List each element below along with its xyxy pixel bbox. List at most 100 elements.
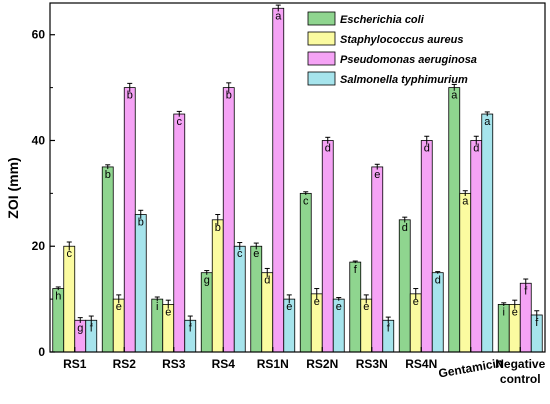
- bar-rs4-series-4: [233, 245, 246, 353]
- bar-gentamicin-series-2: [459, 192, 472, 353]
- error-bar: [237, 242, 243, 250]
- significance-letter: e: [512, 306, 518, 318]
- x-category-label: RS4N: [405, 357, 437, 371]
- significance-letter: b: [105, 169, 111, 181]
- significance-letter: e: [253, 248, 259, 260]
- legend-label: Salmonella typhimurium: [340, 74, 468, 86]
- bar-rs4-series-2: [211, 219, 224, 353]
- x-category-label: RS2: [113, 357, 137, 371]
- bar-rs1n-series-1: [250, 245, 263, 353]
- significance-letter: e: [286, 301, 292, 313]
- significance-letter: e: [336, 301, 342, 313]
- significance-letter: h: [55, 291, 61, 303]
- bar-rs1-series-2: [63, 245, 76, 353]
- significance-letter: d: [402, 222, 408, 234]
- error-bar: [154, 296, 160, 302]
- y-tick-label: 20: [32, 239, 46, 253]
- error-bar: [77, 317, 83, 323]
- error-bar: [374, 163, 380, 170]
- error-bar: [435, 271, 441, 274]
- error-bar: [226, 82, 232, 93]
- significance-letter: e: [314, 296, 320, 308]
- significance-letter: f: [524, 285, 528, 297]
- significance-letter: f: [535, 317, 539, 329]
- error-bar: [523, 278, 529, 288]
- bar-rs1n-series-3: [272, 7, 285, 353]
- legend-label: Pseudomonas aeruginosa: [340, 54, 477, 66]
- significance-letter: d: [473, 142, 479, 154]
- significance-letter: a: [462, 195, 469, 207]
- error-bar: [215, 214, 221, 226]
- bar-rs2-series-3: [123, 87, 136, 353]
- x-category-label: RS3N: [356, 357, 388, 371]
- significance-letter: e: [116, 301, 122, 313]
- error-bar: [484, 111, 490, 117]
- x-category-label: RS2N: [306, 357, 338, 371]
- y-tick-label: 40: [32, 133, 46, 147]
- significance-letter: d: [325, 142, 331, 154]
- error-bar: [116, 294, 122, 304]
- error-bar: [501, 302, 507, 306]
- error-bar: [253, 242, 259, 250]
- significance-letter: a: [275, 10, 282, 22]
- error-bar: [303, 191, 309, 195]
- significance-letter: c: [177, 116, 183, 128]
- bar-rs2n-series-1: [299, 192, 312, 353]
- error-bar: [165, 299, 171, 309]
- error-bar: [88, 315, 94, 325]
- legend-swatch: [307, 31, 336, 46]
- significance-letter: e: [374, 169, 380, 181]
- x-category-label: RS1N: [257, 357, 289, 371]
- error-bar: [473, 135, 479, 145]
- significance-letter: i: [503, 306, 505, 318]
- error-bar: [402, 216, 408, 223]
- error-bar: [336, 297, 342, 301]
- error-bar: [385, 316, 391, 324]
- x-category-label: RS4: [212, 357, 236, 371]
- significance-letter: e: [165, 306, 171, 318]
- y-axis-title: ZOI (mm): [5, 157, 21, 218]
- bar-rs4-series-3: [222, 87, 235, 353]
- significance-letter: e: [363, 301, 369, 313]
- plot-frame: [49, 2, 546, 353]
- error-bar: [176, 110, 182, 117]
- error-bar: [534, 310, 540, 320]
- significance-letter: f: [387, 322, 391, 334]
- error-bar: [325, 136, 331, 144]
- error-bar: [352, 260, 358, 264]
- bar-rs3-series-3: [173, 113, 186, 353]
- error-bar: [105, 164, 111, 170]
- significance-letter: b: [226, 90, 232, 102]
- x-category-label: Gentamicin: [437, 355, 504, 380]
- error-bar: [66, 241, 72, 251]
- error-bar: [424, 135, 430, 145]
- error-bar: [127, 82, 133, 92]
- significance-letter: d: [424, 142, 430, 154]
- error-bar: [314, 288, 320, 300]
- bar-rs2-series-1: [101, 166, 114, 353]
- significance-letter: g: [204, 275, 210, 287]
- error-bar: [413, 288, 419, 300]
- legend-swatch: [307, 51, 336, 66]
- bar-rs3n-series-3: [371, 166, 384, 353]
- significance-letter: f: [90, 322, 94, 334]
- x-category-label: Negative control: [495, 357, 545, 386]
- significance-letter: b: [215, 222, 221, 234]
- bar-rs2n-series-3: [321, 140, 334, 353]
- significance-letter: d: [264, 275, 270, 287]
- error-bar: [204, 270, 210, 275]
- bar-gentamicin-series-4: [481, 113, 494, 353]
- error-bar: [264, 267, 270, 277]
- bar-rs4n-series-1: [398, 219, 411, 353]
- error-bar: [55, 286, 61, 291]
- significance-letter: b: [127, 90, 133, 102]
- significance-letter: i: [156, 301, 158, 313]
- error-bar: [275, 4, 281, 12]
- significance-letter: f: [354, 264, 358, 276]
- significance-letter: d: [435, 275, 441, 287]
- error-bar: [363, 294, 369, 304]
- legend-swatch: [307, 11, 336, 26]
- significance-letter: c: [67, 248, 73, 260]
- significance-letter: c: [237, 248, 243, 260]
